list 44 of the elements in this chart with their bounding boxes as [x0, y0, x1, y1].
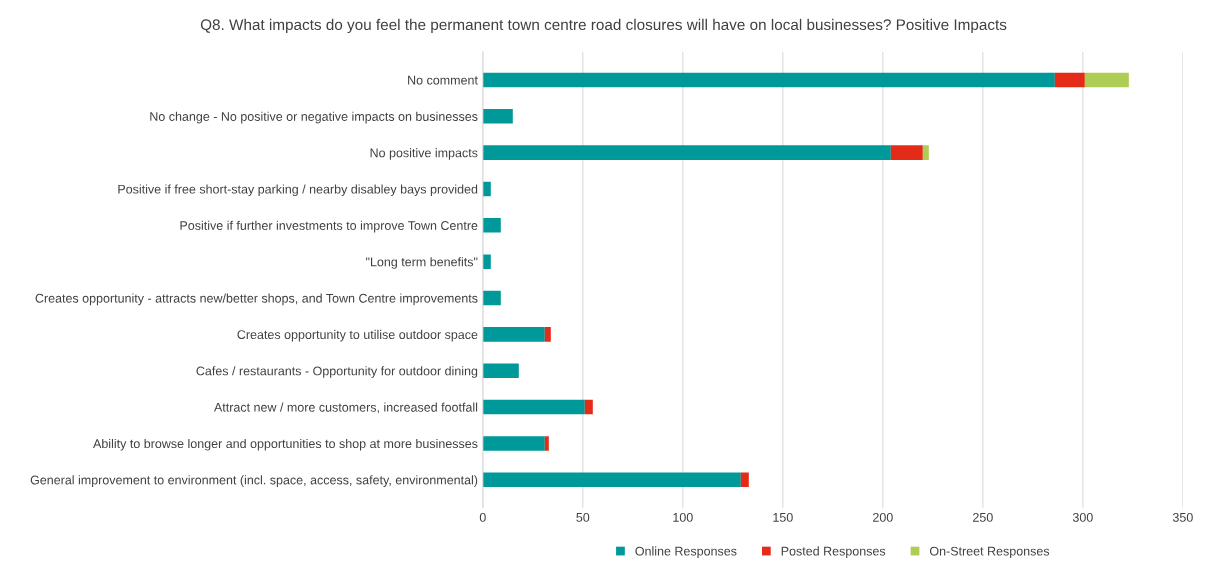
- chart-title: Q8. What impacts do you feel the permanent town centre road closures will have on local businesses? Positive Impacts: [200, 18, 1007, 34]
- bar: [482, 181, 491, 197]
- bar: [482, 109, 513, 124]
- bar: [482, 327, 545, 342]
- bar: [740, 472, 749, 488]
- y-tick-label: Positive if free short-stay parking / nearby disabley bays provided: [118, 184, 478, 197]
- y-tick-label: Ability to browse longer and opportunities to shop at more businesses: [93, 438, 478, 451]
- bar: [482, 72, 1055, 88]
- bar: [1084, 72, 1129, 88]
- bar: [584, 399, 593, 415]
- bar: [482, 145, 891, 160]
- y-tick-label: Creates opportunity to utilise outdoor space: [237, 329, 478, 342]
- legend-label: Online Responses: [635, 546, 737, 559]
- legend-label: Posted Responses: [781, 546, 886, 559]
- x-tick-label: 200: [873, 512, 893, 522]
- x-tick-label: 250: [973, 512, 993, 522]
- y-tick-label: "Long term benefits": [366, 257, 478, 269]
- bar: [482, 472, 741, 488]
- bar: [482, 254, 491, 269]
- bar: [1054, 72, 1085, 88]
- x-tick-label: 150: [773, 512, 793, 522]
- y-tick-label: No change - No positive or negative impacts on businesses: [150, 111, 478, 124]
- y-tick-label: General improvement to environment (incl. space, access, safety, environmental): [30, 475, 478, 487]
- bar: [544, 327, 551, 342]
- x-tick-label: 100: [673, 512, 693, 522]
- bar: [482, 218, 501, 233]
- x-tick-label: 0: [479, 512, 486, 522]
- bar: [922, 145, 929, 160]
- x-tick-label: 300: [1072, 512, 1093, 522]
- bar: [890, 145, 923, 160]
- y-tick-label: Positive if further investments to improve Town Centre: [180, 220, 478, 233]
- bar: [544, 436, 549, 451]
- bar: [482, 399, 585, 415]
- x-tick-label: 350: [1172, 512, 1193, 522]
- y-tick-label: No positive impacts: [370, 148, 478, 160]
- x-tick-label: 50: [576, 512, 590, 522]
- y-tick-label: No comment: [408, 75, 478, 85]
- bar: [482, 290, 501, 306]
- y-tick-label: Cafes / restaurants - Opportunity for outdoor dining: [196, 366, 478, 378]
- y-tick-label: Creates opportunity - attracts new/better shops, and Town Centre improvements: [35, 293, 478, 306]
- bar: [482, 436, 545, 451]
- legend-label: On-Street Responses: [929, 546, 1050, 559]
- y-tick-label: Attract new / more customers, increased footfall: [213, 402, 478, 414]
- bar: [482, 363, 519, 378]
